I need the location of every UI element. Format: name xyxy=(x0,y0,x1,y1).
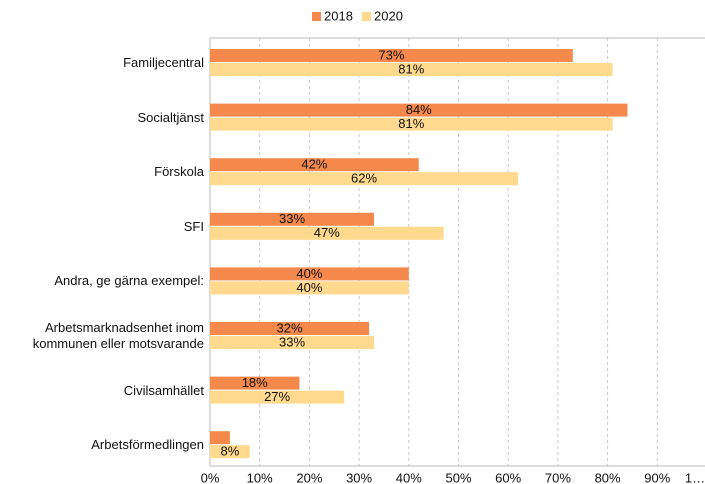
bar xyxy=(210,390,345,404)
data-label: 47% xyxy=(314,225,340,240)
y-tick-label: Arbetsmarknadsenhet inom kommunen eller … xyxy=(32,320,204,351)
data-label: 27% xyxy=(264,389,290,404)
data-label: 33% xyxy=(279,334,305,349)
data-label: 8% xyxy=(220,444,239,459)
bar xyxy=(210,158,419,172)
x-tick-label: 60% xyxy=(495,470,521,484)
bar xyxy=(210,49,573,62)
y-tick-label: Förskola xyxy=(154,164,204,180)
x-tick-label: 90% xyxy=(644,470,670,484)
data-label: 40% xyxy=(296,266,322,281)
bar xyxy=(210,431,230,445)
data-label: 42% xyxy=(301,157,327,172)
data-label: 62% xyxy=(351,171,377,186)
data-label: 18% xyxy=(242,375,268,390)
y-tick-label: Civilsamhället xyxy=(123,382,204,398)
data-label: 84% xyxy=(406,102,432,117)
y-tick-label: Andra, ge gärna exempel: xyxy=(54,273,204,289)
bar xyxy=(210,212,375,226)
bar xyxy=(210,103,628,117)
bar xyxy=(210,445,250,459)
x-tick-label: 40% xyxy=(396,470,422,484)
bar xyxy=(210,322,370,335)
bar xyxy=(210,117,613,131)
legend-label: 2018 xyxy=(324,8,353,23)
x-tick-label: 50% xyxy=(445,470,471,484)
bar xyxy=(210,267,409,281)
y-tick-label: Socialtjänst xyxy=(137,109,204,125)
data-label: 81% xyxy=(398,116,424,131)
data-label: 32% xyxy=(277,320,303,335)
bar xyxy=(210,376,300,390)
bar xyxy=(210,226,444,240)
bar xyxy=(210,336,375,349)
x-tick-label: 20% xyxy=(296,470,322,484)
y-tick-label: SFI xyxy=(183,218,204,234)
x-tick-label: 0% xyxy=(201,470,220,484)
legend-swatch xyxy=(362,12,371,21)
data-label: 81% xyxy=(398,61,424,76)
data-label: 73% xyxy=(378,47,404,62)
legend-label: 2020 xyxy=(374,8,403,23)
legend-swatch xyxy=(312,12,321,21)
x-tick-label: 70% xyxy=(545,470,571,484)
bar xyxy=(210,172,519,186)
x-tick-label: 80% xyxy=(595,470,621,484)
bar xyxy=(210,63,613,76)
data-label: 33% xyxy=(279,211,305,226)
bar xyxy=(210,281,409,295)
x-tick-label: 10% xyxy=(247,470,273,484)
y-tick-label: Familjecentral xyxy=(123,55,204,70)
y-tick-label: Arbetsförmedlingen xyxy=(91,437,204,453)
x-tick-label: 30% xyxy=(346,470,372,484)
x-tick-label: 1… xyxy=(685,470,705,484)
data-label: 40% xyxy=(296,280,322,295)
